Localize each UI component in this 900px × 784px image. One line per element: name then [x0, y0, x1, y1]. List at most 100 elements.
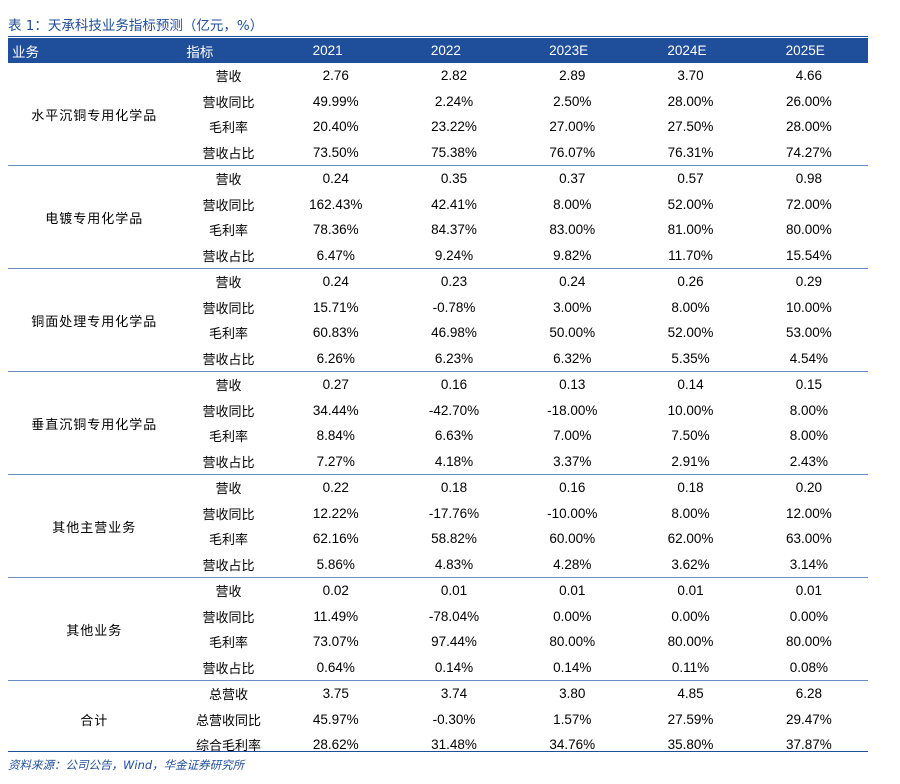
source-divider — [8, 751, 868, 752]
value-cell: 4.54% — [749, 345, 868, 372]
metric-label: 营收占比 — [180, 345, 277, 372]
value-cell: 83.00% — [549, 222, 596, 238]
table-row: 综合毛利率 28.62% 31.48% 34.76% 35.80% 37.87% — [8, 732, 868, 758]
metric-label: 毛利率 — [208, 636, 248, 652]
metric-label: 综合毛利率 — [195, 739, 261, 755]
value-cell: 72.00% — [785, 196, 832, 212]
table-body: 水平沉铜专用化学品 营收 2.76 2.82 2.89 3.70 4.66 营收同比 49.99… — [8, 63, 868, 758]
metric-label: 毛利率 — [208, 430, 248, 446]
value-cell: 8.00% — [553, 196, 592, 212]
value-cell: 0.14% — [394, 654, 514, 681]
value-cell: 58.82% — [431, 531, 477, 547]
table-row: 营收同比 162.43% 42.41% 8.00% 52.00% 72.00% — [8, 192, 868, 218]
table-row: 电镀专用化学品 营收 0.24 0.35 0.37 0.57 0.98 — [8, 165, 868, 269]
forecast-table: 业务 指标 2021 2022 2023E 2024E 2025E 水平沉铜专用… — [8, 38, 868, 758]
table-row: 营收占比 73.50% 75.38% 76.07% 76.31% 74.27% — [8, 139, 868, 166]
value-cell: 8.00% — [789, 402, 828, 418]
value-cell: 9.24% — [394, 242, 514, 269]
value-cell: 74.27% — [749, 139, 868, 166]
value-cell: 4.85 — [677, 686, 704, 702]
value-cell: 3.37% — [513, 448, 632, 475]
value-cell: 0.13 — [559, 377, 586, 393]
value-cell: 27.00% — [549, 119, 596, 135]
value-cell: 0.08% — [749, 654, 868, 681]
header-year: 2025E — [749, 38, 868, 63]
value-cell: 62.16% — [312, 531, 359, 547]
metric-label: 总营收同比 — [195, 713, 261, 729]
value-cell: 8.00% — [671, 299, 710, 315]
value-cell: -10.00% — [547, 505, 598, 521]
value-cell: 81.00% — [667, 222, 714, 238]
value-cell: 3.80 — [559, 686, 586, 702]
value-cell: 3.62% — [631, 551, 750, 578]
value-cell: 0.18 — [677, 480, 704, 496]
value-cell: 2.24% — [434, 93, 474, 109]
value-cell: 0.14 — [677, 377, 704, 393]
metric-label: 营收 — [215, 379, 242, 395]
value-cell: 6.63% — [434, 428, 474, 444]
value-cell: 2.43% — [749, 448, 868, 475]
value-cell: 8.00% — [671, 505, 710, 521]
value-cell: 52.00% — [667, 196, 714, 212]
table-row: 营收同比 49.99% 2.24% 2.50% 28.00% 26.00% — [8, 89, 868, 115]
value-cell: 0.16 — [440, 377, 468, 393]
value-cell: 27.50% — [667, 119, 714, 135]
value-cell: 0.57 — [677, 171, 704, 187]
value-cell: 2.82 — [440, 68, 468, 84]
metric-label: 营收占比 — [180, 242, 277, 269]
value-cell: 3.14% — [749, 551, 868, 578]
value-cell: 84.37% — [431, 222, 477, 238]
metric-label: 总营收 — [208, 688, 248, 704]
metric-label: 毛利率 — [208, 327, 248, 343]
header-business: 业务 — [8, 38, 181, 63]
value-cell: 20.40% — [312, 119, 359, 135]
value-cell: 0.18 — [440, 480, 468, 496]
value-cell: 2.76 — [322, 68, 349, 84]
value-cell: 80.00% — [785, 634, 832, 650]
value-cell: 0.24 — [322, 171, 349, 187]
value-cell: 0.00% — [789, 608, 828, 624]
value-cell: 3.00% — [553, 299, 592, 315]
value-cell: 26.00% — [785, 93, 832, 109]
value-cell: 6.26% — [276, 345, 395, 372]
value-cell: 52.00% — [667, 325, 714, 341]
value-cell: 5.86% — [276, 551, 395, 578]
table-row: 营收同比 12.22% -17.76% -10.00% 8.00% 12.00% — [8, 501, 868, 527]
value-cell: 15.71% — [312, 299, 359, 315]
value-cell: 78.36% — [312, 222, 359, 238]
table-row: 营收同比 11.49% -78.04% 0.00% 0.00% 0.00% — [8, 604, 868, 630]
value-cell: 3.74 — [440, 686, 468, 702]
value-cell: 49.99% — [312, 93, 359, 109]
value-cell: 11.49% — [313, 608, 359, 624]
value-cell: 1.57% — [553, 711, 592, 727]
table-row: 营收占比 6.47% 9.24% 9.82% 11.70% 15.54% — [8, 242, 868, 269]
value-cell: 7.50% — [671, 428, 710, 444]
table-row: 营收占比 5.86% 4.83% 4.28% 3.62% 3.14% — [8, 551, 868, 578]
value-cell: 23.22% — [431, 119, 477, 135]
header-metric: 指标 — [180, 38, 277, 63]
value-cell: 0.20 — [795, 480, 822, 496]
value-cell: 0.01 — [440, 583, 468, 599]
value-cell: 4.66 — [795, 68, 822, 84]
value-cell: 8.84% — [316, 428, 355, 444]
business-name: 垂直沉铜专用化学品 — [8, 371, 181, 475]
value-cell: 50.00% — [549, 325, 596, 341]
header-row: 业务 指标 2021 2022 2023E 2024E 2025E — [8, 38, 868, 63]
metric-label: 毛利率 — [208, 533, 248, 549]
value-cell: 76.31% — [631, 139, 750, 166]
value-cell: 0.01 — [795, 583, 822, 599]
value-cell: 162.43% — [309, 196, 363, 212]
value-cell: 0.00% — [553, 608, 592, 624]
value-cell: 5.35% — [631, 345, 750, 372]
value-cell: 2.91% — [631, 448, 750, 475]
table-title: 表 1：天承科技业务指标预测（亿元，%） — [8, 18, 264, 34]
value-cell: 28.62% — [312, 737, 359, 753]
value-cell: 62.00% — [667, 531, 714, 547]
value-cell: -78.04% — [428, 608, 480, 624]
title-divider — [8, 36, 868, 37]
value-cell: 80.00% — [785, 222, 832, 238]
value-cell: 0.00% — [671, 608, 710, 624]
value-cell: 27.59% — [667, 711, 714, 727]
value-cell: 10.00% — [785, 299, 832, 315]
value-cell: 0.16 — [559, 480, 586, 496]
